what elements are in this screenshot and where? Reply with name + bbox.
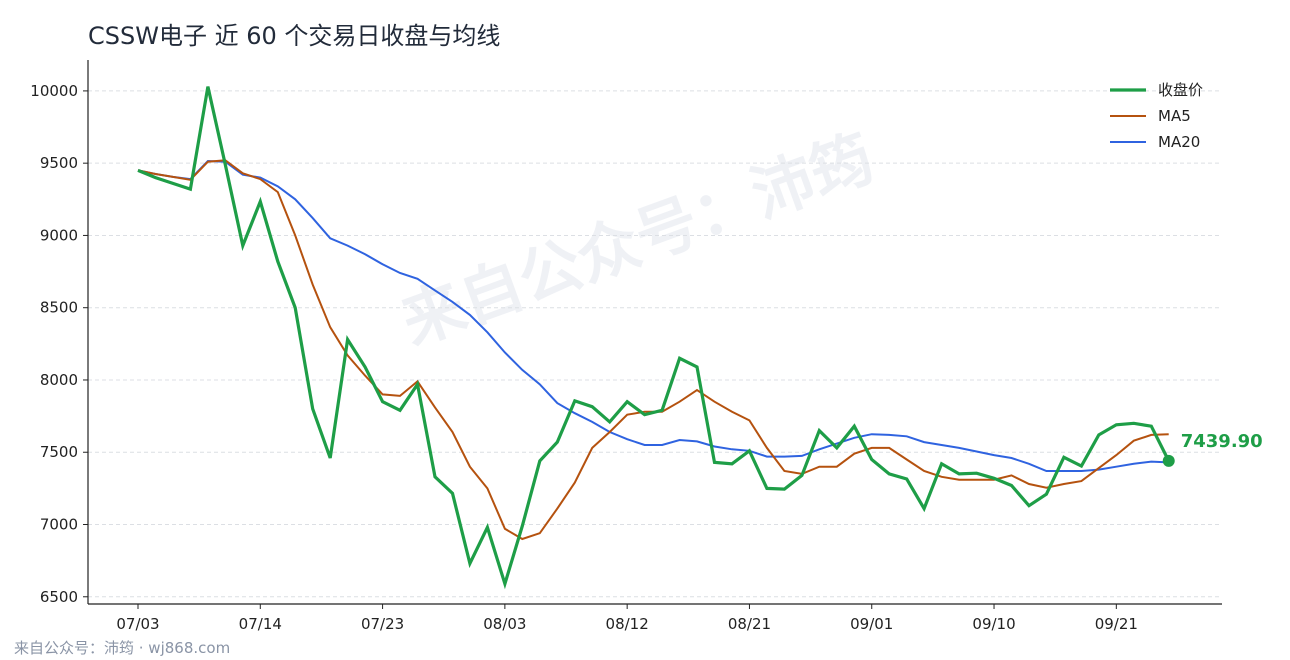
- watermark-text: 来自公众号：沛筠: [392, 121, 883, 359]
- x-tick-label: 09/10: [972, 615, 1015, 633]
- x-tick-label: 09/21: [1095, 615, 1138, 633]
- y-tick-label: 6500: [40, 588, 78, 606]
- axes: [87, 60, 1222, 605]
- legend: 收盘价 MA5 MA20: [1110, 81, 1203, 151]
- y-axis-ticks: 6500 7000 7500 8000 8500 9000 9500 10000: [30, 82, 88, 606]
- y-tick-label: 9000: [40, 226, 78, 244]
- legend-label-ma20: MA20: [1158, 133, 1200, 151]
- legend-label-ma5: MA5: [1158, 107, 1191, 125]
- x-axis-ticks: 07/03 07/14 07/23 08/03 08/12 08/21 09/01 09/10…: [116, 604, 1138, 633]
- y-tick-label: 8500: [40, 299, 78, 317]
- x-tick-label: 07/14: [239, 615, 282, 633]
- x-tick-label: 07/03: [116, 615, 159, 633]
- last-close-label: 7439.90: [1181, 431, 1263, 452]
- y-tick-label: 10000: [30, 82, 78, 100]
- x-tick-label: 08/21: [728, 615, 771, 633]
- gridlines: [88, 90, 1222, 598]
- y-tick-label: 9500: [40, 154, 78, 172]
- y-tick-label: 7500: [40, 443, 78, 461]
- legend-label-close: 收盘价: [1158, 81, 1203, 99]
- last-close-marker: [1162, 454, 1175, 467]
- x-tick-label: 08/12: [606, 615, 649, 633]
- series-line-close: [137, 86, 1171, 590]
- x-tick-label: 07/23: [361, 615, 404, 633]
- y-tick-label: 8000: [40, 371, 78, 389]
- y-tick-label: 7000: [40, 516, 78, 534]
- series-lines: 7439.90: [137, 86, 1263, 590]
- footer-credit: 来自公众号：沛筠 · wj868.com: [14, 639, 230, 657]
- x-tick-label: 08/03: [483, 615, 526, 633]
- series-line-ma20: [137, 159, 1169, 472]
- x-tick-label: 09/01: [850, 615, 893, 633]
- chart-title: CSSW电子 近 60 个交易日收盘与均线: [88, 22, 500, 50]
